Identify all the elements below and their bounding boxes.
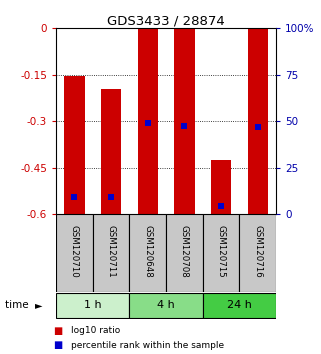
Bar xyxy=(101,89,121,214)
Text: GSM120715: GSM120715 xyxy=(217,225,226,278)
Text: ■: ■ xyxy=(53,340,62,350)
Bar xyxy=(239,214,276,292)
Bar xyxy=(56,292,129,318)
Bar xyxy=(174,28,195,214)
Bar xyxy=(203,214,239,292)
Bar xyxy=(138,28,158,214)
Text: 24 h: 24 h xyxy=(227,300,252,310)
Bar xyxy=(56,214,93,292)
Text: percentile rank within the sample: percentile rank within the sample xyxy=(71,341,224,350)
Text: GSM120711: GSM120711 xyxy=(107,225,116,278)
Title: GDS3433 / 28874: GDS3433 / 28874 xyxy=(107,14,225,27)
Text: log10 ratio: log10 ratio xyxy=(71,326,120,336)
Bar xyxy=(203,292,276,318)
Bar xyxy=(211,160,231,214)
Bar xyxy=(166,214,203,292)
Text: 4 h: 4 h xyxy=(157,300,175,310)
Bar xyxy=(93,214,129,292)
Text: ■: ■ xyxy=(53,326,62,336)
Text: ►: ► xyxy=(35,300,42,310)
Text: GSM120716: GSM120716 xyxy=(253,225,262,278)
Text: time: time xyxy=(5,300,32,310)
Text: 1 h: 1 h xyxy=(84,300,102,310)
Text: GSM120708: GSM120708 xyxy=(180,225,189,278)
Bar xyxy=(65,76,84,214)
Text: GSM120710: GSM120710 xyxy=(70,225,79,278)
Text: GSM120648: GSM120648 xyxy=(143,225,152,278)
Bar xyxy=(248,28,268,214)
Bar xyxy=(129,292,203,318)
Bar xyxy=(129,214,166,292)
